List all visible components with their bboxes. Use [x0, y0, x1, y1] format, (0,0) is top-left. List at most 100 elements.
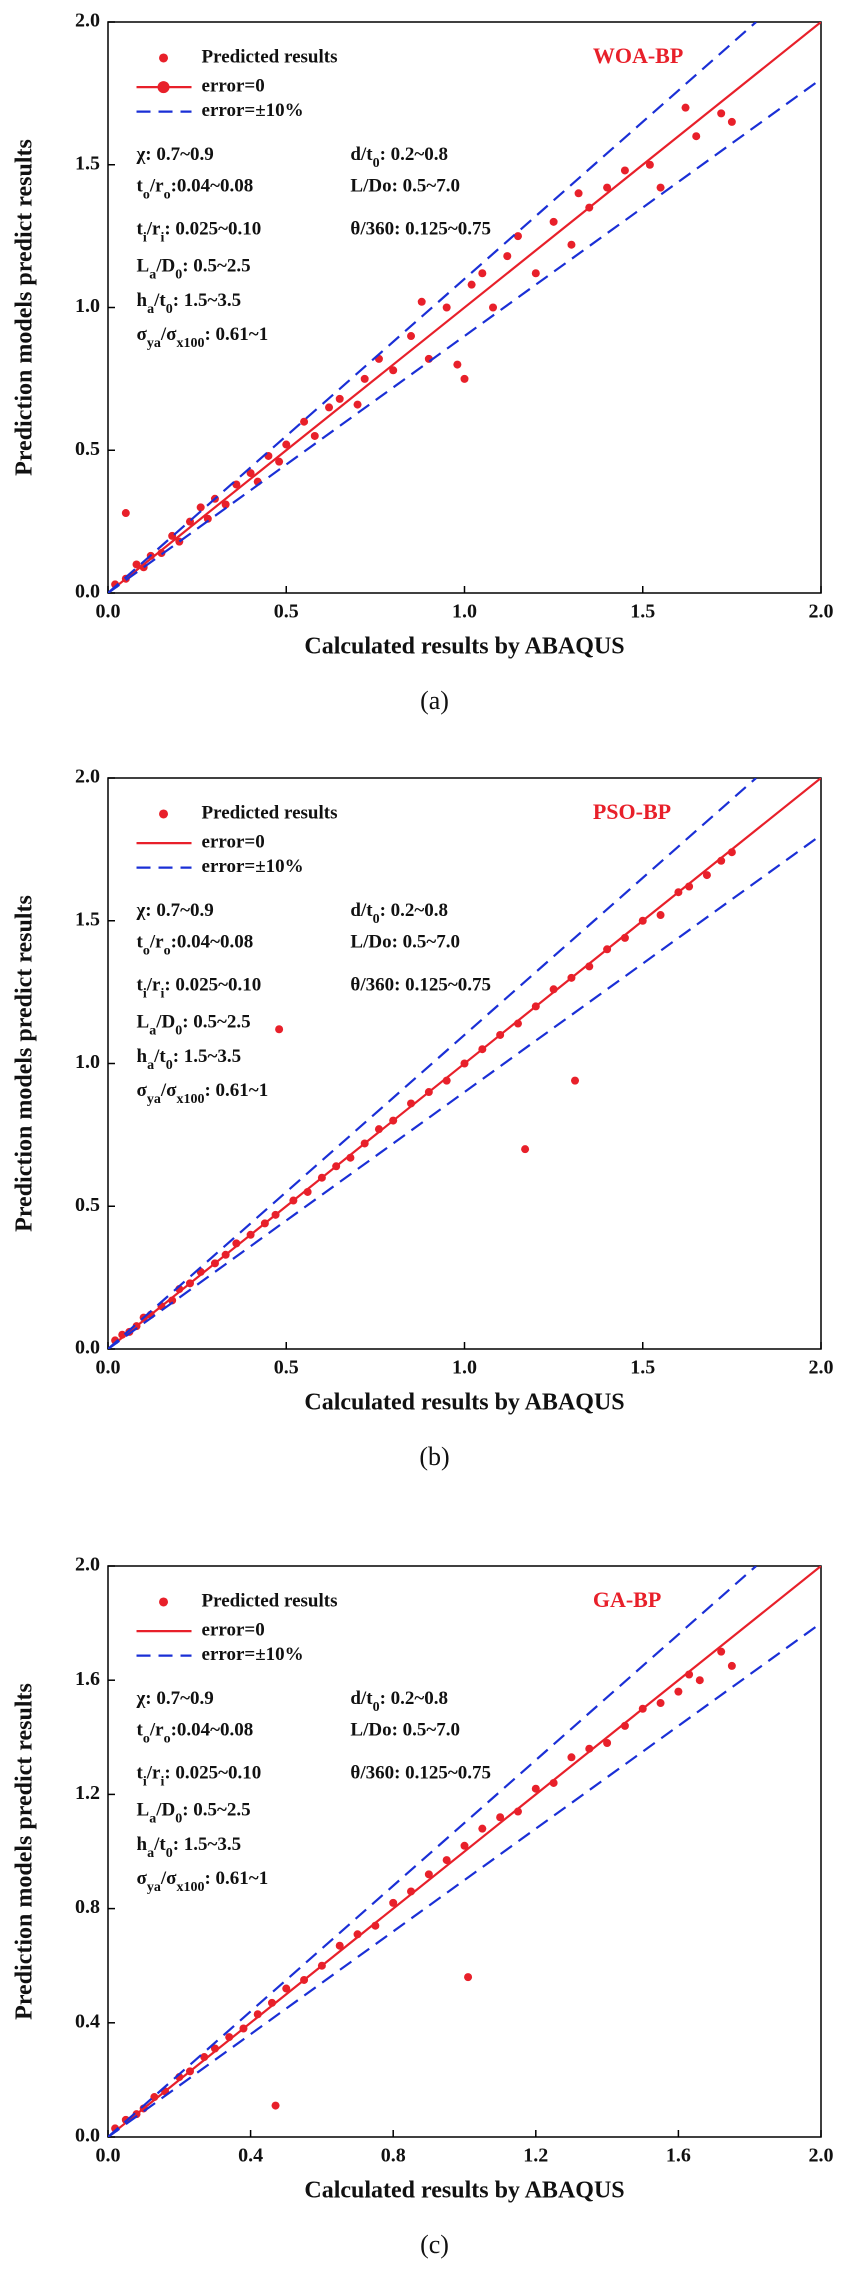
- annotation-part: σ: [137, 324, 148, 345]
- data-point: [246, 469, 255, 478]
- annotation-part: /r: [146, 1763, 161, 1784]
- annotation-part: :0.04~0.08: [171, 176, 254, 197]
- x-tick-label: 0.4: [238, 2145, 263, 2167]
- data-point: [496, 1813, 505, 1822]
- data-point: [656, 1699, 665, 1708]
- data-point: [221, 500, 230, 509]
- legend-label: error=0: [202, 831, 265, 852]
- data-point: [531, 269, 540, 278]
- series-line: [108, 778, 821, 1349]
- data-point: [203, 514, 212, 523]
- annotation-part: σ: [137, 1868, 148, 1889]
- y-tick-label: 1.5: [75, 152, 100, 174]
- data-point: [603, 1739, 612, 1748]
- annotation-part: o: [164, 187, 171, 202]
- legend-marker: [157, 81, 170, 94]
- annotation: θ/360: 0.125~0.75: [350, 975, 491, 996]
- annotation-part: L: [137, 256, 150, 277]
- data-point: [717, 109, 726, 118]
- annotation-part: : 1.5~3.5: [173, 290, 241, 311]
- annotation: ti/ri: 0.025~0.10: [137, 975, 262, 1001]
- annotation-part: o: [164, 1731, 171, 1746]
- annotation: d/t0: 0.2~0.8: [350, 901, 448, 927]
- data-point: [531, 1784, 540, 1793]
- series-line: [108, 22, 821, 593]
- annotation-part: /D: [155, 256, 175, 277]
- data-point: [674, 1687, 683, 1696]
- y-tick-label: 1.5: [75, 908, 100, 930]
- annotation-part: : 0.2~0.8: [380, 901, 448, 922]
- data-point: [567, 240, 576, 249]
- legend-marker: [159, 53, 169, 63]
- annotation-part: t: [137, 975, 144, 996]
- annotation-part: o: [143, 187, 150, 202]
- legend-label: Predicted results: [202, 46, 338, 67]
- data-point: [442, 1856, 451, 1865]
- annotation-part: ya: [147, 1092, 161, 1107]
- series-line: [108, 1566, 821, 2137]
- y-tick-label: 2.0: [75, 1554, 100, 1576]
- x-tick-label: 0.0: [96, 1357, 121, 1379]
- annotation-part: d/t: [350, 1689, 373, 1710]
- data-point: [389, 1898, 398, 1907]
- data-point: [645, 160, 654, 169]
- annotation: La/D0: 0.5~2.5: [137, 1800, 251, 1826]
- data-point: [121, 509, 130, 518]
- annotation-part: t: [137, 1763, 144, 1784]
- legend-label: error=0: [202, 75, 265, 96]
- y-tick-label: 0.4: [75, 2010, 100, 2032]
- series-line: [108, 1566, 821, 2137]
- annotation-part: /t: [153, 290, 166, 311]
- series-line: [108, 22, 821, 593]
- annotation-part: ya: [147, 1880, 161, 1895]
- y-tick-label: 1.6: [75, 1668, 100, 1690]
- annotation-part: χ: 0.7~0.9: [136, 1689, 214, 1710]
- annotation-part: x100: [176, 1092, 204, 1107]
- annotation: to/ro:0.04~0.08: [137, 176, 254, 202]
- annotation-part: L/Do: 0.5~7.0: [350, 932, 460, 953]
- x-tick-label: 1.2: [523, 2145, 548, 2167]
- annotation: χ: 0.7~0.9: [136, 901, 214, 922]
- chart-title: WOA-BP: [593, 43, 683, 68]
- annotation-part: t: [137, 932, 144, 953]
- x-tick-label: 1.6: [666, 2145, 691, 2167]
- y-axis-label: Prediction models predict results: [12, 1683, 38, 2020]
- data-point: [717, 1647, 726, 1656]
- chart-title: PSO-BP: [593, 799, 671, 824]
- data-point: [574, 189, 583, 198]
- annotation-part: t: [137, 219, 144, 240]
- data-point: [549, 217, 558, 226]
- annotation-part: : 0.025~0.10: [164, 219, 261, 240]
- annotation: σya/σx100: 0.61~1: [137, 1868, 269, 1894]
- panel: 0.0 0.4 0.8 1.2 1.6 2.0 0.0 0.4 0.8 1.2 1.6 2.0 Calc…: [12, 1554, 834, 2259]
- annotation-part: σ: [137, 1080, 148, 1101]
- data-point: [132, 560, 141, 569]
- data-point: [417, 297, 426, 306]
- data-point: [335, 1941, 344, 1950]
- annotation: ha/t0: 1.5~3.5: [137, 290, 242, 316]
- data-point: [353, 400, 362, 409]
- data-point: [478, 1824, 487, 1833]
- x-tick-label: 0.5: [274, 601, 299, 623]
- data-point: [271, 2101, 280, 2110]
- legend-marker: [159, 1597, 169, 1607]
- annotation-part: θ/360: 0.125~0.75: [350, 975, 491, 996]
- annotation-part: 0: [166, 1846, 173, 1861]
- data-point: [464, 1973, 473, 1982]
- annotation: La/D0: 0.5~2.5: [137, 1012, 251, 1038]
- annotation-part: : 0.5~2.5: [182, 256, 250, 277]
- y-tick-label: 1.0: [75, 295, 100, 317]
- annotation: to/ro:0.04~0.08: [137, 1720, 254, 1746]
- annotation-part: θ/360: 0.125~0.75: [350, 1763, 491, 1784]
- annotation-part: a: [147, 1058, 154, 1073]
- annotation: to/ro:0.04~0.08: [137, 932, 254, 958]
- annotation-part: L/Do: 0.5~7.0: [350, 1720, 460, 1741]
- plot-frame: [107, 1565, 822, 2138]
- annotation: d/t0: 0.2~0.8: [350, 1689, 448, 1715]
- annotation: d/t0: 0.2~0.8: [350, 145, 448, 171]
- panel: 0.0 0.5 1.0 1.5 2.0 0.0 0.5 1.0 1.5 2.0 Calculated…: [12, 10, 834, 715]
- annotation-part: : 0.5~2.5: [182, 1012, 250, 1033]
- annotation-part: 0: [373, 912, 380, 927]
- legend-label: Predicted results: [202, 802, 338, 823]
- annotation-part: h: [137, 290, 148, 311]
